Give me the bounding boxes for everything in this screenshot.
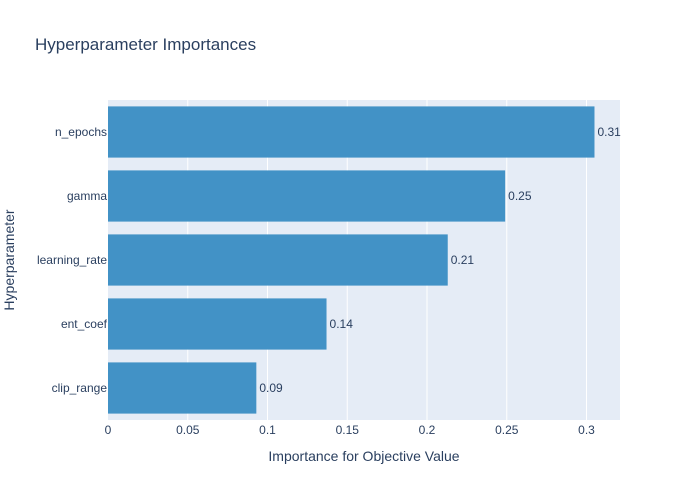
y-tick-label-clip_range: clip_range	[52, 381, 108, 395]
data-label-clip_range: 0.09	[259, 381, 283, 395]
bar-clip_range	[108, 362, 257, 414]
x-tick-label: 0.15	[336, 423, 360, 437]
y-axis-title: Hyperparameter	[1, 209, 17, 310]
y-tick-label-ent_coef: ent_coef	[61, 317, 108, 331]
data-label-ent_coef: 0.14	[330, 317, 354, 331]
bar-learning_rate	[108, 234, 448, 286]
x-tick-label: 0.05	[176, 423, 200, 437]
data-label-learning_rate: 0.21	[451, 253, 475, 267]
x-tick-label: 0	[105, 423, 112, 437]
data-labels: 0.31 0.25 0.21 0.14 0.09	[259, 125, 621, 395]
x-tick-label: 0.2	[419, 423, 436, 437]
y-tick-label-n_epochs: n_epochs	[55, 125, 107, 139]
x-tick-label: 0.3	[578, 423, 595, 437]
data-label-gamma: 0.25	[508, 189, 532, 203]
y-tick-label-gamma: gamma	[67, 189, 107, 203]
chart-title: Hyperparameter Importances	[35, 35, 256, 54]
bar-n_epochs	[108, 106, 595, 158]
bars	[108, 106, 595, 414]
x-tick-label: 0.25	[495, 423, 519, 437]
x-tick-labels: 0 0.05 0.1 0.15 0.2 0.25 0.3	[105, 423, 596, 437]
x-axis-title: Importance for Objective Value	[268, 448, 459, 464]
y-tick-label-learning_rate: learning_rate	[37, 253, 107, 267]
data-label-n_epochs: 0.31	[597, 125, 621, 139]
bar-gamma	[108, 170, 506, 222]
bar-ent_coef	[108, 298, 327, 350]
x-tick-label: 0.1	[259, 423, 276, 437]
